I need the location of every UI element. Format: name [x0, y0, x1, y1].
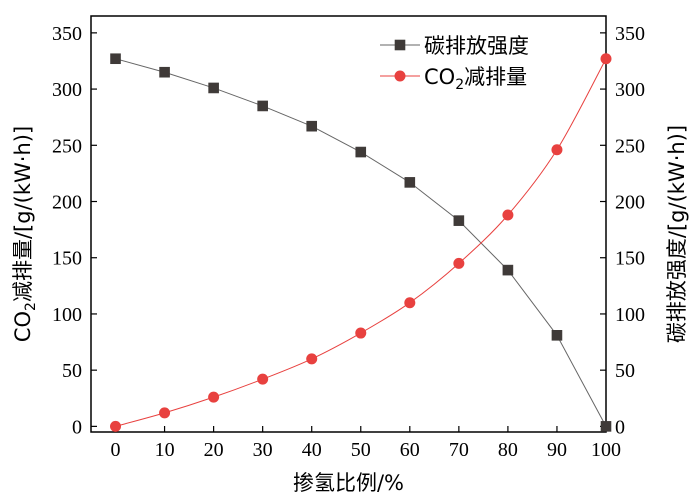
x-tick-label: 50 [351, 439, 371, 461]
legend-co2-prefix: CO [424, 65, 455, 89]
y-left-title-suffix: 减排量/[g/(kW·h)] [11, 126, 35, 302]
y-left-title-subscript: 2 [23, 302, 39, 311]
legend-carbon-label: 碳排放强度 [424, 34, 529, 58]
y-left-tick-label: 150 [52, 248, 82, 270]
co2-reduction-point [159, 407, 171, 419]
y-right-tick-label: 250 [615, 135, 645, 157]
y-left-tick-label: 50 [62, 360, 82, 382]
co2-reduction-point [502, 209, 514, 221]
x-tick-label: 20 [204, 439, 224, 461]
x-tick-label: 10 [155, 439, 175, 461]
series-lines [115, 58, 607, 427]
carbon-intensity-point [404, 177, 416, 188]
y-left-tick-label: 350 [52, 23, 82, 45]
carbon-intensity-point [208, 82, 219, 94]
co2-reduction-point [551, 144, 563, 156]
carbon-intensity-point [453, 215, 465, 226]
co2-reduction-point [306, 353, 318, 365]
x-tick-label: 80 [498, 439, 518, 461]
y-right-tick-label: 0 [615, 416, 625, 438]
co2-reduction-point [600, 53, 612, 65]
x-tick-label: 90 [547, 439, 567, 461]
co2-reduction-point [257, 373, 269, 385]
co2-reduction-point [453, 257, 465, 269]
carbon-intensity-point [600, 421, 612, 432]
carbon-intensity-point [159, 66, 170, 78]
co2-reduction-point [208, 391, 220, 403]
legend-co2-suffix: 减排量 [464, 65, 527, 89]
y-right-tick-label: 100 [615, 304, 645, 326]
carbon-intensity-point [257, 100, 268, 112]
carbon-intensity-point [502, 264, 514, 276]
carbon-intensity-line [115, 58, 607, 427]
plot-frame [90, 15, 607, 433]
y-right-tick-label: 300 [615, 79, 645, 101]
x-axis-title: 掺氢比例/% [293, 471, 404, 495]
y-right-tick-label: 150 [615, 248, 645, 270]
x-tick-label: 100 [591, 439, 621, 461]
y-left-tick-label: 250 [52, 135, 82, 157]
legend-co2-subscript: 2 [455, 77, 464, 93]
co2-reduction-point [355, 327, 367, 339]
carbon-intensity-point [355, 146, 367, 158]
x-tick-label: 60 [400, 439, 420, 461]
y-axis-right-title: 碳排放强度/[g/(kW·h)] [665, 125, 689, 343]
carbon-intensity-point [551, 330, 563, 341]
co2-reduction-point [404, 297, 416, 309]
x-tick-label: 30 [253, 439, 273, 461]
y-axis-left-title: CO2减排量/[g/(kW·h)] [11, 126, 39, 342]
y-right-tick-label: 350 [615, 23, 645, 45]
co2-reduction-line [115, 58, 607, 427]
y-left-tick-label: 200 [52, 192, 82, 214]
legend-co2-marker [394, 70, 406, 82]
series-markers [110, 53, 612, 432]
co2-reduction-point [110, 420, 122, 432]
y-left-tick-label: 0 [72, 416, 82, 438]
x-tick-label: 70 [449, 439, 469, 461]
legend-carbon-marker [394, 39, 406, 51]
y-right-tick-label: 200 [615, 192, 645, 214]
y-left-tick-label: 300 [52, 79, 82, 101]
legend: 碳排放强度 CO2减排量 [380, 34, 529, 93]
y-left-title-prefix: CO [11, 311, 35, 342]
carbon-intensity-point [110, 53, 121, 65]
y-right-tick-label: 50 [615, 360, 635, 382]
legend-co2-label: CO2减排量 [424, 65, 527, 93]
y-left-tick-label: 100 [52, 304, 82, 326]
x-tick-label: 0 [111, 439, 121, 461]
carbon-intensity-point [306, 120, 318, 132]
x-tick-label: 40 [302, 439, 322, 461]
